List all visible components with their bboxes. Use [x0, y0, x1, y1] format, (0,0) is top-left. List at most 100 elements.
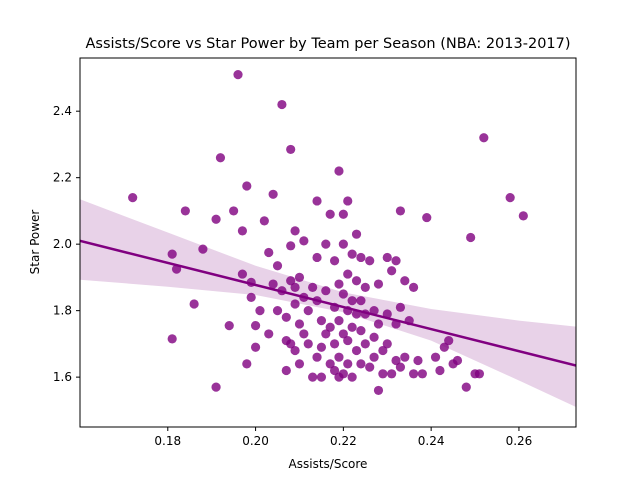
y-tick-label: 2.2 [53, 171, 72, 185]
data-point [299, 329, 308, 338]
data-point [444, 336, 453, 345]
y-tick-label: 1.6 [53, 370, 72, 384]
data-point [352, 230, 361, 239]
data-point [238, 226, 247, 235]
data-point [356, 253, 365, 262]
data-point [334, 316, 343, 325]
data-point [321, 286, 330, 295]
data-point [308, 373, 317, 382]
data-point [238, 269, 247, 278]
data-point [378, 369, 387, 378]
data-point [255, 306, 264, 315]
data-point [348, 250, 357, 259]
data-point [352, 276, 361, 285]
data-point [334, 353, 343, 362]
data-point [383, 253, 392, 262]
data-point [247, 293, 256, 302]
data-point [383, 339, 392, 348]
data-point [462, 383, 471, 392]
data-point [348, 323, 357, 332]
data-point [387, 369, 396, 378]
x-axis-label: Assists/Score [289, 457, 368, 471]
data-point [387, 266, 396, 275]
data-point [361, 283, 370, 292]
data-point [348, 296, 357, 305]
x-tick-label: 0.18 [154, 434, 181, 448]
data-point [374, 279, 383, 288]
data-point [308, 283, 317, 292]
data-point [229, 206, 238, 215]
data-point [400, 353, 409, 362]
data-point [299, 236, 308, 245]
data-point [431, 353, 440, 362]
data-point [286, 145, 295, 154]
data-point [312, 253, 321, 262]
data-point [317, 316, 326, 325]
data-point [374, 386, 383, 395]
data-point [317, 343, 326, 352]
data-point [312, 196, 321, 205]
data-point [264, 248, 273, 257]
data-point [295, 359, 304, 368]
data-point [352, 346, 361, 355]
data-point [211, 383, 220, 392]
data-point [304, 306, 313, 315]
data-point [198, 245, 207, 254]
data-point [264, 329, 273, 338]
data-point [330, 339, 339, 348]
data-point [242, 181, 251, 190]
data-point [466, 233, 475, 242]
data-point [168, 250, 177, 259]
data-point [396, 206, 405, 215]
data-point [475, 369, 484, 378]
data-point [435, 366, 444, 375]
data-point [260, 216, 269, 225]
data-point [396, 363, 405, 372]
data-point [343, 336, 352, 345]
data-point [356, 359, 365, 368]
data-point [190, 299, 199, 308]
data-point [334, 279, 343, 288]
data-point [506, 193, 515, 202]
x-tick-label: 0.20 [242, 434, 269, 448]
x-tick-label: 0.26 [506, 434, 533, 448]
data-point [273, 306, 282, 315]
data-point [418, 369, 427, 378]
data-point [251, 321, 260, 330]
data-point [369, 353, 378, 362]
data-point [343, 359, 352, 368]
data-point [269, 190, 278, 199]
data-point [365, 256, 374, 265]
data-point [269, 279, 278, 288]
data-point [343, 269, 352, 278]
data-point [326, 210, 335, 219]
data-point [422, 213, 431, 222]
data-point [348, 373, 357, 382]
data-point [409, 283, 418, 292]
data-point [128, 193, 137, 202]
data-point [290, 283, 299, 292]
data-point [365, 363, 374, 372]
data-point [295, 273, 304, 282]
data-point [334, 166, 343, 175]
data-point [273, 261, 282, 270]
data-point [519, 211, 528, 220]
data-point [211, 215, 220, 224]
data-point [339, 240, 348, 249]
data-point [409, 369, 418, 378]
data-point [330, 256, 339, 265]
data-point [225, 321, 234, 330]
data-point [304, 339, 313, 348]
data-point [312, 353, 321, 362]
data-point [369, 333, 378, 342]
y-axis-label: Star Power [28, 210, 42, 275]
data-point [453, 356, 462, 365]
data-point [290, 226, 299, 235]
data-point [400, 276, 409, 285]
data-point [290, 346, 299, 355]
data-point [339, 289, 348, 298]
data-point [391, 256, 400, 265]
data-point [233, 70, 242, 79]
data-point [295, 319, 304, 328]
x-tick-label: 0.22 [330, 434, 357, 448]
